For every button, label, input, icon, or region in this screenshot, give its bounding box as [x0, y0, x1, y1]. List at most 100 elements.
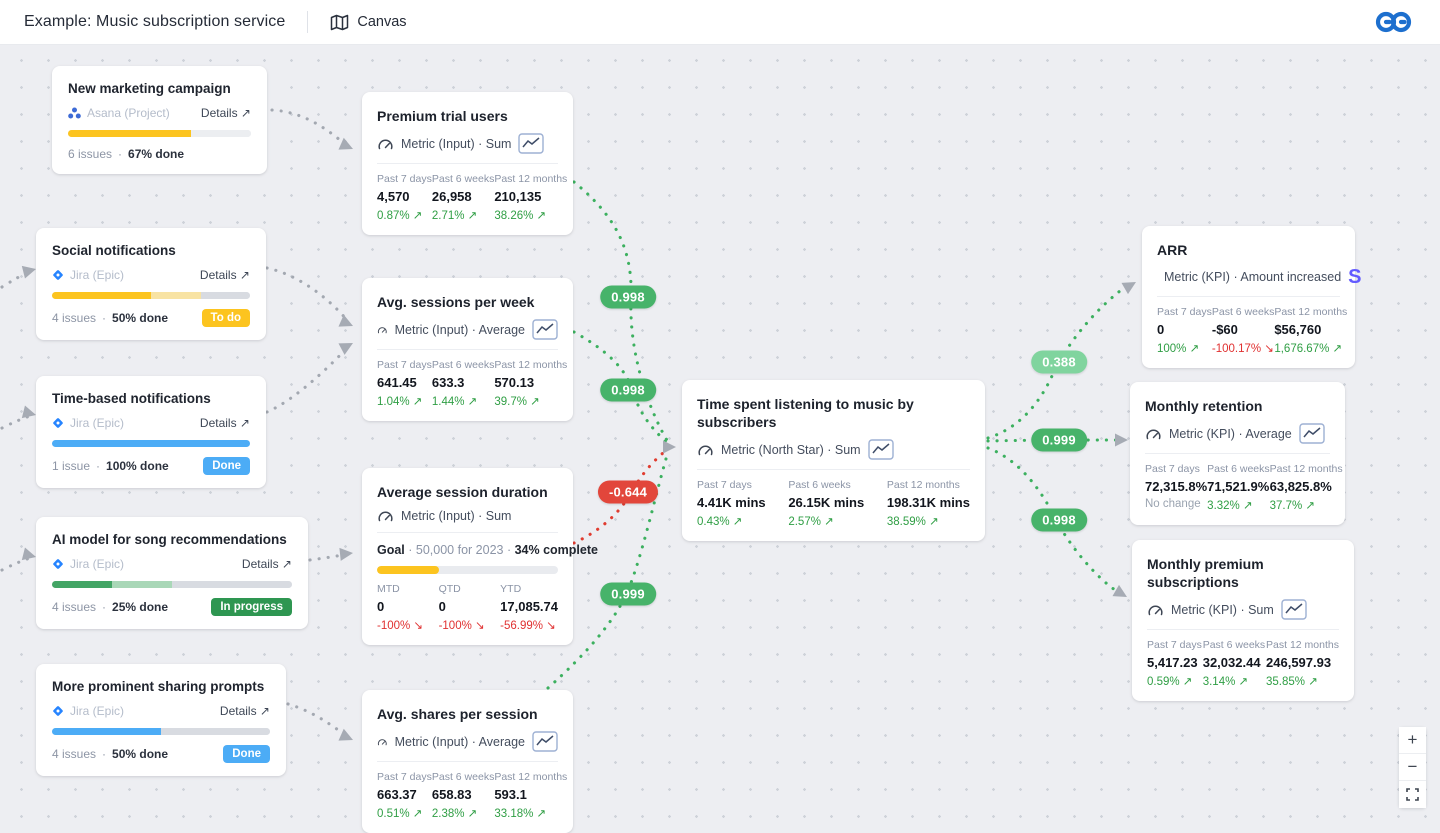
details-link[interactable]: Details ↗	[241, 557, 292, 571]
card-title: Avg. sessions per week	[377, 294, 535, 310]
card-title: Time-based notifications	[52, 391, 211, 406]
issues-count: 1 issue	[52, 459, 91, 473]
metric-type-label: Metric (North Star) · Sum	[721, 442, 861, 457]
status-badge: Done	[203, 457, 250, 475]
card-title: Monthly premium subscriptions	[1147, 556, 1264, 591]
stat-column: Past 6 weeks -$60 -100.17% ↘	[1211, 306, 1275, 356]
correlation-badge[interactable]: 0.999	[600, 582, 656, 606]
card-title: More prominent sharing prompts	[52, 679, 265, 694]
metric-card-avg-shares-per-session[interactable]: Avg. shares per session Metric (Input) ·…	[362, 690, 573, 833]
percent-done: 50% done	[112, 311, 169, 325]
fullscreen-button[interactable]	[1399, 781, 1426, 808]
metric-card-monthly-premium-subscriptions[interactable]: Monthly premium subscriptions Metric (KP…	[1132, 540, 1354, 702]
jira-icon	[53, 270, 63, 280]
stripe-icon: S	[1348, 266, 1362, 289]
metric-card-arr[interactable]: ARR Metric (KPI) · Amount increased S Pa…	[1142, 226, 1362, 369]
card-title: ARR	[1157, 242, 1188, 258]
issues-count: 4 issues	[52, 311, 97, 325]
stat-column: Past 12 months 198.31K mins 38.59% ↗	[886, 479, 970, 529]
gauge-icon	[1148, 605, 1163, 616]
work-card-social-notifications[interactable]: Social notifications Jira (Epic) Details…	[36, 228, 266, 340]
header-divider	[307, 11, 309, 33]
line-chart-icon[interactable]	[1299, 423, 1325, 444]
details-link[interactable]: Details ↗	[199, 268, 250, 282]
goal-progress-bar	[377, 566, 558, 575]
top-bar: Example: Music subscription service Canv…	[0, 0, 1440, 45]
correlation-badge[interactable]: 0.388	[1031, 350, 1087, 374]
card-title: Monthly retention	[1145, 398, 1263, 414]
work-card-time-based-notifications[interactable]: Time-based notifications Jira (Epic) Det…	[36, 376, 266, 488]
goal-text: Goal · 50,000 for 2023 · 34% complete	[377, 543, 598, 558]
doubleloop-logo-icon[interactable]	[1374, 8, 1414, 41]
gauge-icon	[1146, 429, 1161, 439]
card-title: Avg. shares per session	[377, 706, 538, 722]
work-card-ai-model[interactable]: AI model for song recommendations Jira (…	[36, 517, 308, 629]
stat-column: MTD 0 -100% ↘	[377, 583, 424, 633]
card-title: Premium trial users	[377, 108, 508, 124]
metric-card-monthly-retention[interactable]: Monthly retention Metric (KPI) · Average…	[1130, 382, 1345, 526]
source-label: Jira (Epic)	[52, 557, 242, 571]
stat-column: Past 6 weeks 26.15K mins 2.57% ↗	[788, 479, 865, 529]
stat-column: Past 7 days 4.41K mins 0.43% ↗	[697, 479, 766, 529]
issues-count: 4 issues	[52, 747, 97, 761]
work-card-sharing-prompts[interactable]: More prominent sharing prompts Jira (Epi…	[36, 664, 286, 776]
percent-done: 67% done	[128, 147, 185, 161]
details-link[interactable]: Details ↗	[199, 416, 250, 430]
stat-column: Past 7 days 72,315.8% No change	[1145, 463, 1208, 511]
line-chart-icon[interactable]	[532, 319, 558, 340]
details-link[interactable]: Details ↗	[219, 704, 270, 718]
correlation-badge[interactable]: -0.644	[597, 480, 659, 504]
correlation-badge[interactable]: 0.999	[1031, 428, 1087, 452]
progress-bar	[52, 581, 292, 588]
jira-icon	[53, 706, 63, 716]
line-chart-icon[interactable]	[532, 731, 558, 752]
progress-bar	[68, 130, 251, 137]
line-chart-icon[interactable]	[1281, 599, 1307, 621]
stat-column: Past 6 weeks 71,521.9% 3.32% ↗	[1207, 463, 1270, 513]
asana-icon	[68, 107, 81, 119]
workspace-title: Example: Music subscription service	[24, 13, 286, 30]
details-link[interactable]: Details ↗	[200, 106, 251, 120]
stat-column: Past 7 days 4,570 0.87% ↗	[377, 173, 432, 223]
source-label: Asana (Project)	[68, 106, 201, 120]
tab-canvas[interactable]: Canvas	[330, 14, 407, 31]
stat-column: Past 7 days 663.37 0.51% ↗	[377, 771, 432, 821]
line-chart-icon[interactable]	[518, 133, 545, 154]
fullscreen-icon	[1406, 788, 1419, 801]
stat-column: YTD 17,085.74 -56.99% ↘	[500, 583, 558, 633]
source-label: Jira (Epic)	[52, 268, 200, 282]
stat-column: Past 12 months 63,825.8% 37.7% ↗	[1269, 463, 1343, 513]
progress-bar	[52, 292, 250, 299]
gauge-icon	[377, 738, 387, 745]
metric-type-label: Metric (Input) · Sum	[401, 136, 512, 151]
jira-icon	[53, 418, 63, 428]
gauge-icon	[378, 511, 393, 522]
status-badge: Done	[223, 745, 270, 763]
jira-icon	[53, 559, 63, 569]
correlation-badge[interactable]: 0.998	[1031, 508, 1087, 532]
percent-done: 50% done	[112, 747, 169, 761]
correlation-badge[interactable]: 0.998	[600, 285, 656, 309]
line-chart-icon[interactable]	[867, 439, 894, 461]
issues-count: 6 issues	[68, 147, 113, 161]
stat-column: Past 12 months 593.1 33.18% ↗	[494, 771, 568, 821]
metric-type-label: Metric (Input) · Sum	[401, 509, 512, 524]
card-title: New marketing campaign	[68, 81, 231, 96]
stat-column: Past 6 weeks 633.3 1.44% ↗	[431, 359, 495, 409]
zoom-out-button[interactable]: −	[1399, 754, 1426, 781]
metric-card-premium-trial-users[interactable]: Premium trial users Metric (Input) · Sum…	[362, 92, 573, 236]
card-title: AI model for song recommendations	[52, 532, 287, 547]
metric-type-label: Metric (Input) · Average	[394, 322, 525, 337]
stat-column: Past 12 months $56,760 1,676.67% ↗	[1274, 306, 1348, 356]
metric-type-label: Metric (KPI) · Amount increased	[1164, 270, 1342, 285]
metric-card-time-spent-listening[interactable]: Time spent listening to music by subscri…	[682, 380, 985, 542]
stat-column: QTD 0 -100% ↘	[438, 583, 485, 633]
stat-column: Past 12 months 570.13 39.7% ↗	[494, 359, 568, 409]
zoom-in-button[interactable]: +	[1399, 727, 1426, 754]
metric-card-avg-sessions-per-week[interactable]: Avg. sessions per week Metric (Input) · …	[362, 278, 573, 422]
metric-type-label: Metric (Input) · Average	[394, 734, 525, 749]
progress-bar	[52, 728, 270, 735]
work-card-new-marketing-campaign[interactable]: New marketing campaign Asana (Project) D…	[52, 66, 267, 174]
metric-card-average-session-duration[interactable]: Average session duration Metric (Input) …	[362, 468, 598, 646]
correlation-badge[interactable]: 0.998	[600, 378, 656, 402]
